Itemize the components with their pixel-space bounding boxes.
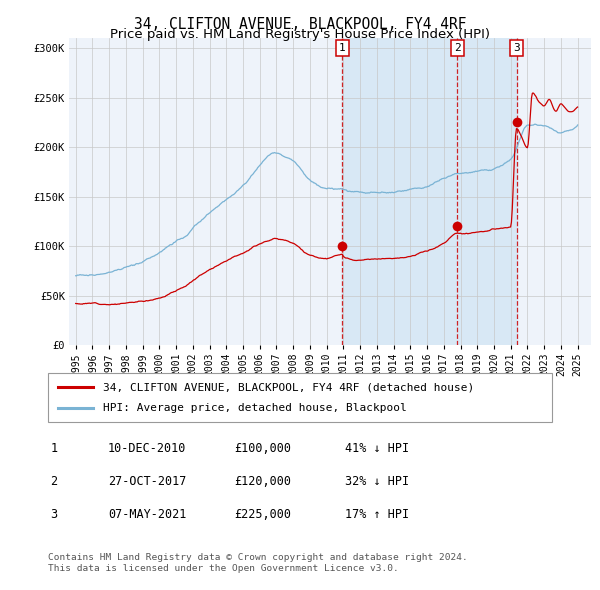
Text: £100,000: £100,000	[234, 442, 291, 455]
Bar	[343, 38, 517, 345]
Text: HPI: Average price, detached house, Blackpool: HPI: Average price, detached house, Blac…	[103, 404, 407, 414]
Text: 07-MAY-2021: 07-MAY-2021	[108, 508, 187, 521]
Text: 2: 2	[454, 43, 461, 53]
Text: 1: 1	[339, 43, 346, 53]
Text: £120,000: £120,000	[234, 475, 291, 488]
Text: 34, CLIFTON AVENUE, BLACKPOOL, FY4 4RF: 34, CLIFTON AVENUE, BLACKPOOL, FY4 4RF	[134, 17, 466, 31]
Text: 27-OCT-2017: 27-OCT-2017	[108, 475, 187, 488]
Text: 3: 3	[513, 43, 520, 53]
Text: £225,000: £225,000	[234, 508, 291, 521]
Text: 10-DEC-2010: 10-DEC-2010	[108, 442, 187, 455]
Text: 1: 1	[50, 442, 58, 455]
Text: 3: 3	[50, 508, 58, 521]
Text: 41% ↓ HPI: 41% ↓ HPI	[345, 442, 409, 455]
Text: Contains HM Land Registry data © Crown copyright and database right 2024.
This d: Contains HM Land Registry data © Crown c…	[48, 553, 468, 573]
Text: 34, CLIFTON AVENUE, BLACKPOOL, FY4 4RF (detached house): 34, CLIFTON AVENUE, BLACKPOOL, FY4 4RF (…	[103, 382, 475, 392]
Text: 17% ↑ HPI: 17% ↑ HPI	[345, 508, 409, 521]
Text: 2: 2	[50, 475, 58, 488]
Text: Price paid vs. HM Land Registry's House Price Index (HPI): Price paid vs. HM Land Registry's House …	[110, 28, 490, 41]
Text: 32% ↓ HPI: 32% ↓ HPI	[345, 475, 409, 488]
